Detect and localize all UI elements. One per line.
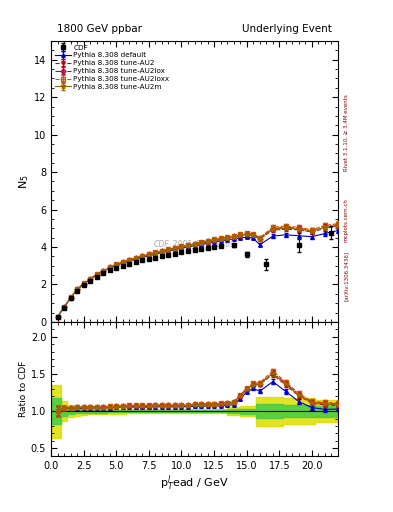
- Y-axis label: Ratio to CDF: Ratio to CDF: [19, 360, 28, 417]
- Text: 1800 GeV ppbar: 1800 GeV ppbar: [57, 24, 142, 34]
- Legend: CDF, Pythia 8.308 default, Pythia 8.308 tune-AU2, Pythia 8.308 tune-AU2lox, Pyth: CDF, Pythia 8.308 default, Pythia 8.308 …: [53, 42, 172, 92]
- Y-axis label: N$_5$: N$_5$: [17, 174, 31, 189]
- Text: [arXiv:1306.3436]: [arXiv:1306.3436]: [344, 251, 349, 302]
- Text: CDF_2001_S4751469: CDF_2001_S4751469: [154, 239, 235, 248]
- Text: Rivet 3.1.10, ≥ 3.4M events: Rivet 3.1.10, ≥ 3.4M events: [344, 95, 349, 172]
- Text: Underlying Event: Underlying Event: [242, 24, 332, 34]
- Text: mcplots.cern.ch: mcplots.cern.ch: [344, 198, 349, 242]
- X-axis label: p$_{T}^{l}$ead / GeV: p$_{T}^{l}$ead / GeV: [160, 473, 229, 493]
